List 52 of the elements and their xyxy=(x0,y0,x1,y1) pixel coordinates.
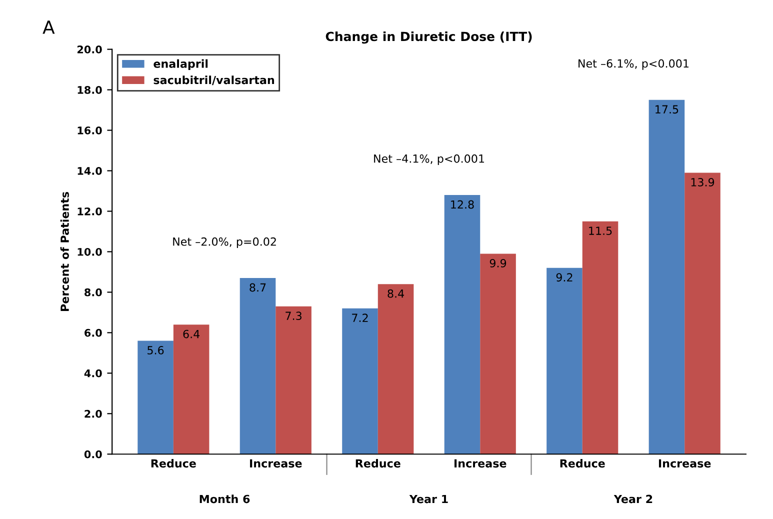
data-label: 6.4 xyxy=(183,330,200,338)
text: Year 2 xyxy=(614,494,652,504)
y-tick-label: 10.0 xyxy=(78,248,102,256)
annotation: Net –6.1%, p<0.001 xyxy=(578,59,688,70)
x-tick-label: Reduce xyxy=(356,458,400,468)
y-axis-title: Percent of Patients xyxy=(60,192,69,311)
y-tick-label: 20.0 xyxy=(77,46,102,54)
data-label: 5.6 xyxy=(148,346,164,354)
x-tick-label: Increase xyxy=(454,459,506,468)
legend-label: sacubitril/valsartan xyxy=(154,76,274,86)
data-label: 11.5 xyxy=(589,226,612,236)
bar xyxy=(276,306,312,454)
y-tick-label: 0.0 xyxy=(84,450,102,458)
annotation: Net –2.0%, p=0.02 xyxy=(173,237,276,248)
data-label: 9.9 xyxy=(490,258,506,268)
data-label: 7.3 xyxy=(286,312,302,320)
bar xyxy=(444,195,480,454)
y-tick-label: 8.0 xyxy=(84,288,102,296)
y-tick-label: 16.0 xyxy=(78,126,102,134)
bar xyxy=(173,324,210,454)
bar xyxy=(546,268,582,454)
chart-title: Change in Diuretic Dose (ITT) xyxy=(326,31,532,44)
data-label: 8.4 xyxy=(388,289,404,298)
y-tick-label: 14.0 xyxy=(78,166,102,175)
bar xyxy=(480,254,516,454)
data-label: 7.2 xyxy=(352,314,368,322)
bar xyxy=(648,100,685,454)
legend-label: enalapril xyxy=(154,59,208,70)
bar xyxy=(378,284,414,454)
data-label: 8.7 xyxy=(250,283,266,292)
bar xyxy=(684,172,720,454)
y-tick-label: 12.0 xyxy=(78,207,102,216)
bar xyxy=(342,308,378,454)
y-tick-label: 2.0 xyxy=(84,410,102,418)
text: A xyxy=(42,20,55,34)
bar xyxy=(240,278,276,454)
data-label: 9.2 xyxy=(556,273,572,282)
bar xyxy=(138,340,174,454)
y-tick-label: 4.0 xyxy=(84,369,102,378)
x-tick-label: Increase xyxy=(658,459,711,468)
data-label: 13.9 xyxy=(691,178,714,186)
y-tick-label: 6.0 xyxy=(84,328,102,337)
data-label: 12.8 xyxy=(451,200,474,209)
x-tick-label: Increase xyxy=(250,459,302,468)
annotation: Net –4.1%, p<0.001 xyxy=(374,154,484,165)
y-tick-label: 18.0 xyxy=(78,86,102,94)
data-label: 17.5 xyxy=(656,105,678,114)
x-tick-label: Reduce xyxy=(151,458,196,468)
bar xyxy=(582,221,618,454)
x-tick-label: Reduce xyxy=(560,458,605,468)
text: Year 1 xyxy=(409,494,448,504)
text: Month 6 xyxy=(200,494,250,504)
